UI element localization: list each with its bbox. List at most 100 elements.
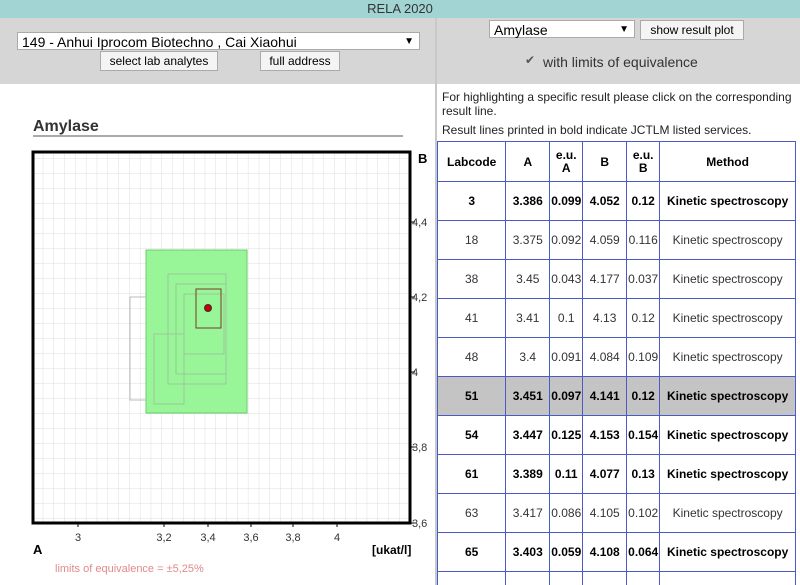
cell: Kinetic spectroscopy — [659, 532, 796, 572]
show-result-plot-button[interactable]: show result plot — [640, 20, 744, 40]
info-line: For highlighting a specific result pleas… — [442, 90, 792, 118]
full-address-button[interactable]: full address — [260, 51, 340, 71]
cell: 3 — [437, 181, 507, 221]
cell: 41 — [437, 298, 507, 338]
cell: 4.13 — [582, 298, 628, 338]
cell: Kinetic — [659, 571, 796, 585]
cell: 4.077 — [582, 454, 628, 494]
cell — [582, 571, 628, 585]
result-row[interactable]: 63 3.417 0.086 4.105 0.102 Kinetic spectrosco… — [437, 493, 796, 533]
footnote: limits of equivalence = ±5,25% — [55, 563, 204, 575]
cell: 0.125 — [549, 415, 584, 455]
equivalence-checkbox[interactable]: ✔ — [525, 53, 536, 67]
lab-select-text: 149 - Anhui Iprocom Biotechno , Cai Xiao… — [22, 34, 297, 50]
result-row[interactable]: 41 3.41 0.1 4.13 0.12 Kinetic spectroscopy — [437, 298, 796, 338]
x-tick-label: 4 — [334, 532, 340, 544]
cell: 4.084 — [582, 337, 628, 377]
result-row[interactable]: 65 3.403 0.059 4.108 0.064 Kinetic spectrosco… — [437, 532, 796, 572]
cell: 0.11 — [549, 454, 584, 494]
info-line: Result lines printed in bold indicate JC… — [442, 123, 752, 137]
column-header: e.u. B — [626, 141, 661, 182]
x-tick-label: 3,4 — [200, 532, 215, 544]
cell: 0.12 — [626, 181, 661, 221]
lab-select[interactable]: 149 - Anhui Iprocom Biotechno , Cai Xiao… — [17, 32, 420, 50]
result-row[interactable]: 3 3.386 0.099 4.052 0.12 Kinetic spectroscopy — [437, 181, 796, 221]
cell: 4.153 — [582, 415, 628, 455]
cell: 0.091 — [549, 337, 584, 377]
plot-title: Amylase — [33, 118, 99, 135]
result-row[interactable]: 51 3.451 0.097 4.141 0.12 Kinetic spectroscop… — [437, 376, 796, 416]
cell: 3.403 — [505, 532, 551, 572]
result-row[interactable]: Kinetic — [437, 571, 796, 585]
analyte-select[interactable]: Amylase ▼ — [489, 20, 635, 38]
cell: 48 — [437, 337, 507, 377]
divider — [435, 18, 437, 585]
cell: 0.154 — [626, 415, 661, 455]
cell: 3.41 — [505, 298, 551, 338]
info-text: For highlighting a specific result pleas… — [442, 90, 792, 137]
cell: 3.447 — [505, 415, 551, 455]
x-tick-label: 3,6 — [243, 532, 258, 544]
dropdown-arrow: ▼ — [619, 24, 629, 35]
cell: 4.059 — [582, 220, 628, 260]
result-boxes — [153, 273, 227, 405]
limit-line — [129, 296, 146, 401]
cell: 18 — [437, 220, 507, 260]
column-header: A — [505, 141, 551, 182]
cell: 0.116 — [626, 220, 661, 260]
cell: 0.097 — [549, 376, 584, 416]
cell: 0.086 — [549, 493, 584, 533]
cell — [549, 571, 584, 585]
cell: 0.099 — [549, 181, 584, 221]
app-title: RELA 2020 — [367, 1, 433, 16]
analyte-select-text: Amylase — [494, 22, 548, 38]
dropdown-arrow: ▼ — [404, 36, 414, 47]
cell: 0.059 — [549, 532, 584, 572]
result-row[interactable]: 18 3.375 0.092 4.059 0.116 Kinetic spectrosco… — [437, 220, 796, 260]
equivalence-region — [145, 249, 248, 414]
result-row[interactable]: 54 3.447 0.125 4.153 0.154 Kinetic spectrosco… — [437, 415, 796, 455]
result-row[interactable]: 48 3.4 0.091 4.084 0.109 Kinetic spectroscopy — [437, 337, 796, 377]
selected-box — [195, 288, 222, 329]
cell: 0.1 — [549, 298, 584, 338]
cell — [437, 571, 507, 585]
select-lab-analytes-button[interactable]: select lab analytes — [100, 51, 218, 71]
cell: Kinetic spectroscopy — [659, 220, 796, 260]
cell — [505, 571, 551, 585]
x-axis-label: A — [33, 542, 43, 557]
result-row[interactable]: 61 3.389 0.11 4.077 0.13 Kinetic spectroscopy — [437, 454, 796, 494]
cell: 4.108 — [582, 532, 628, 572]
cell: 3.386 — [505, 181, 551, 221]
cell: 4.052 — [582, 181, 628, 221]
y-tick-label: 4,2 — [412, 292, 427, 304]
x-tick-label: 3 — [75, 532, 81, 544]
y-tick-label: 3,8 — [412, 442, 427, 454]
cell: Kinetic spectroscopy — [659, 259, 796, 299]
cell: 0.092 — [549, 220, 584, 260]
cell: 0.043 — [549, 259, 584, 299]
y-tick-label: 4 — [412, 367, 418, 379]
cell: Kinetic spectroscopy — [659, 298, 796, 338]
cell: 4.177 — [582, 259, 628, 299]
cell: Kinetic spectroscopy — [659, 493, 796, 533]
cell: 4.141 — [582, 376, 628, 416]
x-tick-label: 3,8 — [285, 532, 300, 544]
cell: 0.12 — [626, 298, 661, 338]
cell: 38 — [437, 259, 507, 299]
cell: 3.389 — [505, 454, 551, 494]
cell: 3.45 — [505, 259, 551, 299]
cell: 3.417 — [505, 493, 551, 533]
equivalence-label: with limits of equivalence — [543, 54, 698, 70]
cell: Kinetic spectroscopy — [659, 337, 796, 377]
cell: Kinetic spectroscopy — [659, 376, 796, 416]
cell: 0.12 — [626, 376, 661, 416]
cell: 51 — [437, 376, 507, 416]
cell: 0.064 — [626, 532, 661, 572]
cell: 3.4 — [505, 337, 551, 377]
y-tick-label: 3,6 — [412, 518, 427, 530]
result-row[interactable]: 38 3.45 0.043 4.177 0.037 Kinetic spectroscop… — [437, 259, 796, 299]
